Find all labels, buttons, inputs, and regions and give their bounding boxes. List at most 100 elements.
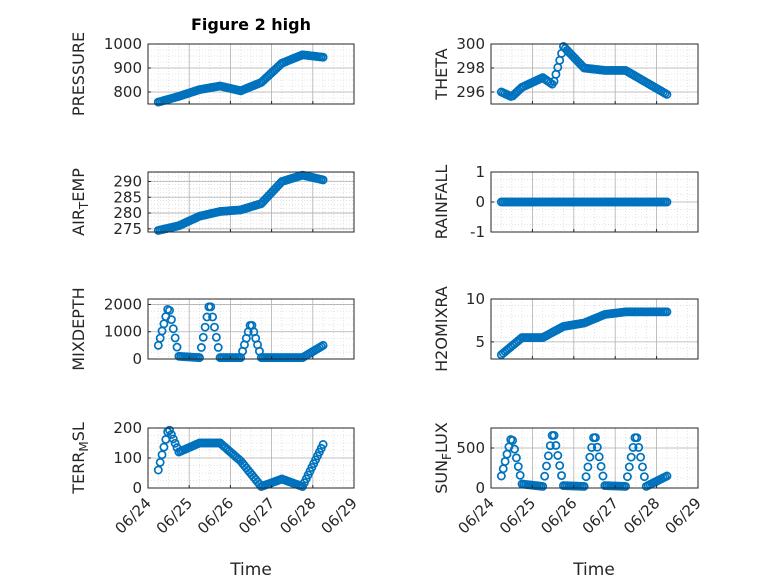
y-tick-label: 500 bbox=[456, 439, 485, 457]
data-point bbox=[592, 442, 602, 452]
y-axis-label: H2OMIXRA bbox=[432, 286, 451, 372]
axes-box bbox=[490, 427, 699, 489]
subplot-2: 296 298 300 THETA bbox=[432, 35, 699, 105]
data-point bbox=[621, 481, 631, 491]
y-tick-label: 0 bbox=[475, 193, 485, 211]
data-point bbox=[549, 430, 559, 440]
y-tick-label: 296 bbox=[456, 83, 485, 101]
data-point bbox=[542, 461, 551, 471]
data-point bbox=[579, 481, 589, 491]
y-axis-label-part: RAINFALL bbox=[432, 165, 451, 240]
data-point bbox=[639, 472, 649, 482]
x-tick-label: 06/27 bbox=[235, 494, 278, 537]
data-point bbox=[634, 442, 644, 452]
data-point bbox=[166, 315, 176, 325]
y-tick-label: 285 bbox=[113, 188, 142, 206]
data-point bbox=[551, 441, 561, 450]
y-axis-label-part: TERR bbox=[69, 452, 88, 495]
x-tick-label: 06/29 bbox=[662, 494, 705, 537]
data-point bbox=[545, 441, 555, 451]
data-point bbox=[515, 470, 525, 480]
y-tick-label: 100 bbox=[113, 449, 142, 467]
x-tick-label: 06/28 bbox=[620, 494, 663, 537]
y-axis-label: TERRMSL bbox=[69, 422, 91, 495]
axes-box bbox=[147, 298, 355, 360]
data-point bbox=[583, 462, 593, 472]
y-tick-label: 1 bbox=[475, 163, 485, 181]
data-point bbox=[168, 434, 178, 444]
y-axis-label: RAINFALL bbox=[432, 165, 451, 240]
y-tick-label: 275 bbox=[113, 220, 142, 238]
data-point bbox=[318, 340, 328, 350]
y-axis-label: AIRTEMP bbox=[69, 168, 91, 236]
data-point bbox=[213, 343, 223, 352]
data-point bbox=[206, 302, 216, 312]
y-axis-label: THETA bbox=[432, 48, 451, 100]
y-axis-label-part: THETA bbox=[432, 48, 451, 100]
y-tick-label: 0 bbox=[132, 350, 142, 368]
figure-title: Figure 2 high bbox=[191, 15, 311, 34]
data-point bbox=[557, 471, 567, 481]
data-point bbox=[538, 481, 548, 491]
data-point bbox=[590, 433, 600, 443]
y-tick-label: 800 bbox=[113, 83, 142, 101]
y-axis-label-part: F bbox=[440, 453, 454, 460]
y-tick-label: 298 bbox=[456, 59, 485, 77]
data-point bbox=[198, 332, 208, 342]
data-point bbox=[211, 332, 221, 342]
x-axis-label-left: Time bbox=[229, 560, 272, 580]
data-point bbox=[202, 312, 212, 322]
data-point bbox=[318, 52, 328, 62]
data-point bbox=[170, 438, 180, 448]
data-point bbox=[510, 444, 519, 454]
y-tick-label: 1000 bbox=[104, 35, 142, 53]
y-tick-label: 900 bbox=[113, 59, 142, 77]
data-point bbox=[581, 472, 591, 482]
data-point bbox=[662, 89, 672, 99]
data-point bbox=[318, 440, 328, 449]
y-axis-label: MIXDEPTH bbox=[69, 287, 88, 370]
y-axis-label-part: PRESSURE bbox=[69, 32, 88, 116]
y-tick-label: 290 bbox=[113, 172, 142, 190]
y-tick-label: 10 bbox=[466, 290, 485, 308]
y-axis-label-part: SL bbox=[69, 422, 88, 441]
y-axis-label-part: EMP bbox=[69, 168, 88, 202]
data-point bbox=[624, 462, 634, 472]
y-tick-label: 280 bbox=[113, 204, 142, 222]
data-point bbox=[200, 322, 210, 332]
subplot-4: -1 0 1 RAINFALL bbox=[432, 163, 699, 241]
data-point bbox=[598, 471, 608, 481]
x-tick-label: 06/26 bbox=[194, 494, 237, 537]
data-point bbox=[208, 312, 218, 322]
subplot-5: 0 1000 2000 MIXDEPTH bbox=[69, 287, 355, 371]
data-point bbox=[196, 343, 206, 352]
data-point bbox=[662, 471, 672, 481]
y-axis-label-part: MIXDEPTH bbox=[69, 287, 88, 370]
data-point bbox=[638, 462, 647, 472]
axes-box bbox=[490, 298, 699, 360]
data-point bbox=[555, 461, 565, 470]
y-tick-label: 5 bbox=[475, 333, 485, 351]
data-point bbox=[632, 433, 642, 443]
y-tick-label: 2000 bbox=[104, 295, 142, 313]
data-point bbox=[622, 472, 632, 482]
x-tick-label: 06/24 bbox=[455, 494, 498, 537]
axes-box bbox=[147, 171, 355, 233]
axes-box bbox=[490, 43, 699, 105]
x-tick-label: 06/28 bbox=[276, 494, 319, 537]
data-point bbox=[636, 452, 646, 462]
data-point bbox=[168, 324, 178, 334]
data-point bbox=[540, 471, 550, 481]
x-tick-label: 06/24 bbox=[112, 494, 155, 537]
y-tick-label: 200 bbox=[113, 419, 142, 437]
subplot-6: 5 10 H2OMIXRA bbox=[432, 286, 699, 372]
y-axis-label-part: SUN bbox=[432, 460, 451, 494]
data-point bbox=[662, 307, 672, 317]
y-axis-label-part: M bbox=[77, 441, 91, 451]
data-point bbox=[585, 452, 595, 462]
data-point bbox=[166, 430, 176, 439]
y-axis-label-part: AIR bbox=[69, 209, 88, 236]
